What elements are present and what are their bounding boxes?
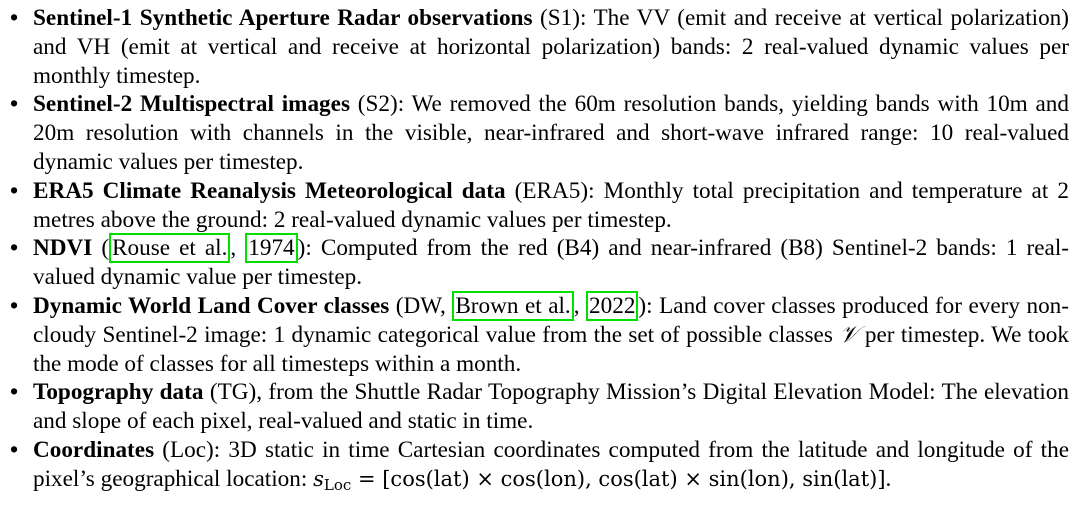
item-text: , from the Shuttle Radar Topography Miss… (33, 379, 1069, 435)
bullet: • (10, 292, 19, 319)
item-text: : 3D static in time Cartesian coordinate… (33, 436, 1069, 492)
bullet: • (10, 436, 19, 463)
item-text: : Land cover classes produced for every … (33, 292, 1069, 348)
item-term: Sentinel-2 Multispectral images (33, 91, 350, 118)
formula-subscript: Loc (323, 475, 352, 494)
list-item-tg: • Topography data (TG), from the Shuttle… (0, 378, 1075, 436)
bullet: • (10, 379, 19, 406)
item-text-continued: per timestep. We took the mode of classe… (33, 321, 1069, 377)
item-abbr: (S2) (349, 91, 398, 118)
class-set-symbol: 𝒱 (839, 320, 859, 348)
item-term: Dynamic World Land Cover classes (33, 292, 390, 319)
item-paren-close: ) (297, 235, 306, 262)
item-term: Coordinates (33, 436, 155, 463)
item-paren-open: ( (92, 235, 110, 262)
item-text: : Monthly total precipitation and temper… (33, 177, 1069, 233)
item-term: ERA5 Climate Reanalysis Meteorological d… (33, 177, 506, 204)
citation-year-link[interactable]: 2022 (586, 290, 639, 321)
item-abbr: (Loc) (154, 436, 214, 463)
item-abbr: (ERA5) (505, 177, 589, 204)
citation-separator: , (573, 292, 587, 319)
formula-variable: s (313, 466, 324, 491)
bullet: • (10, 91, 19, 118)
list-item-era5: • ERA5 Climate Reanalysis Meteorological… (0, 177, 1075, 235)
item-paren-open: (DW, (389, 292, 453, 319)
item-term: Sentinel-1 Synthetic Aperture Radar obse… (33, 5, 533, 31)
item-paren-close: ) (638, 292, 647, 319)
item-text: : The VV (emit and receive at vertical p… (33, 5, 1069, 89)
list-item-s2: • Sentinel-2 Multispectral images (S2): … (0, 90, 1075, 176)
item-text-continued: . (885, 465, 892, 492)
bullet: • (10, 235, 19, 262)
citation-author-link[interactable]: Brown et al. (452, 290, 574, 321)
coordinate-formula: sLoc = [cos(lat) × cos(lon), cos(lat) × … (313, 466, 886, 494)
item-text: : Computed from the red (B4) and near-in… (33, 235, 1069, 291)
item-text: : We removed the 60m resolution bands, y… (33, 91, 1069, 175)
list-item-ndvi: • NDVI (Rouse et al., 1974): Computed fr… (0, 233, 1075, 292)
item-abbr: (TG) (203, 379, 257, 406)
item-abbr: (S1) (532, 5, 580, 31)
item-term: Topography data (33, 379, 204, 406)
bullet: • (10, 5, 19, 31)
list-item-loc: • Coordinates (Loc): 3D static in time C… (0, 436, 1075, 500)
formula-expression: = [cos(lat) × cos(lon), cos(lat) × sin(l… (351, 466, 886, 491)
citation-year-link[interactable]: 1974 (245, 233, 298, 264)
list-item-s1: • Sentinel-1 Synthetic Aperture Radar ob… (0, 4, 1075, 90)
list-item-dw: • Dynamic World Land Cover classes (DW, … (0, 290, 1075, 378)
item-term: NDVI (33, 235, 93, 262)
citation-author-link[interactable]: Rouse et al. (109, 233, 231, 264)
bullet: • (10, 177, 19, 204)
citation-separator: , (230, 235, 246, 262)
